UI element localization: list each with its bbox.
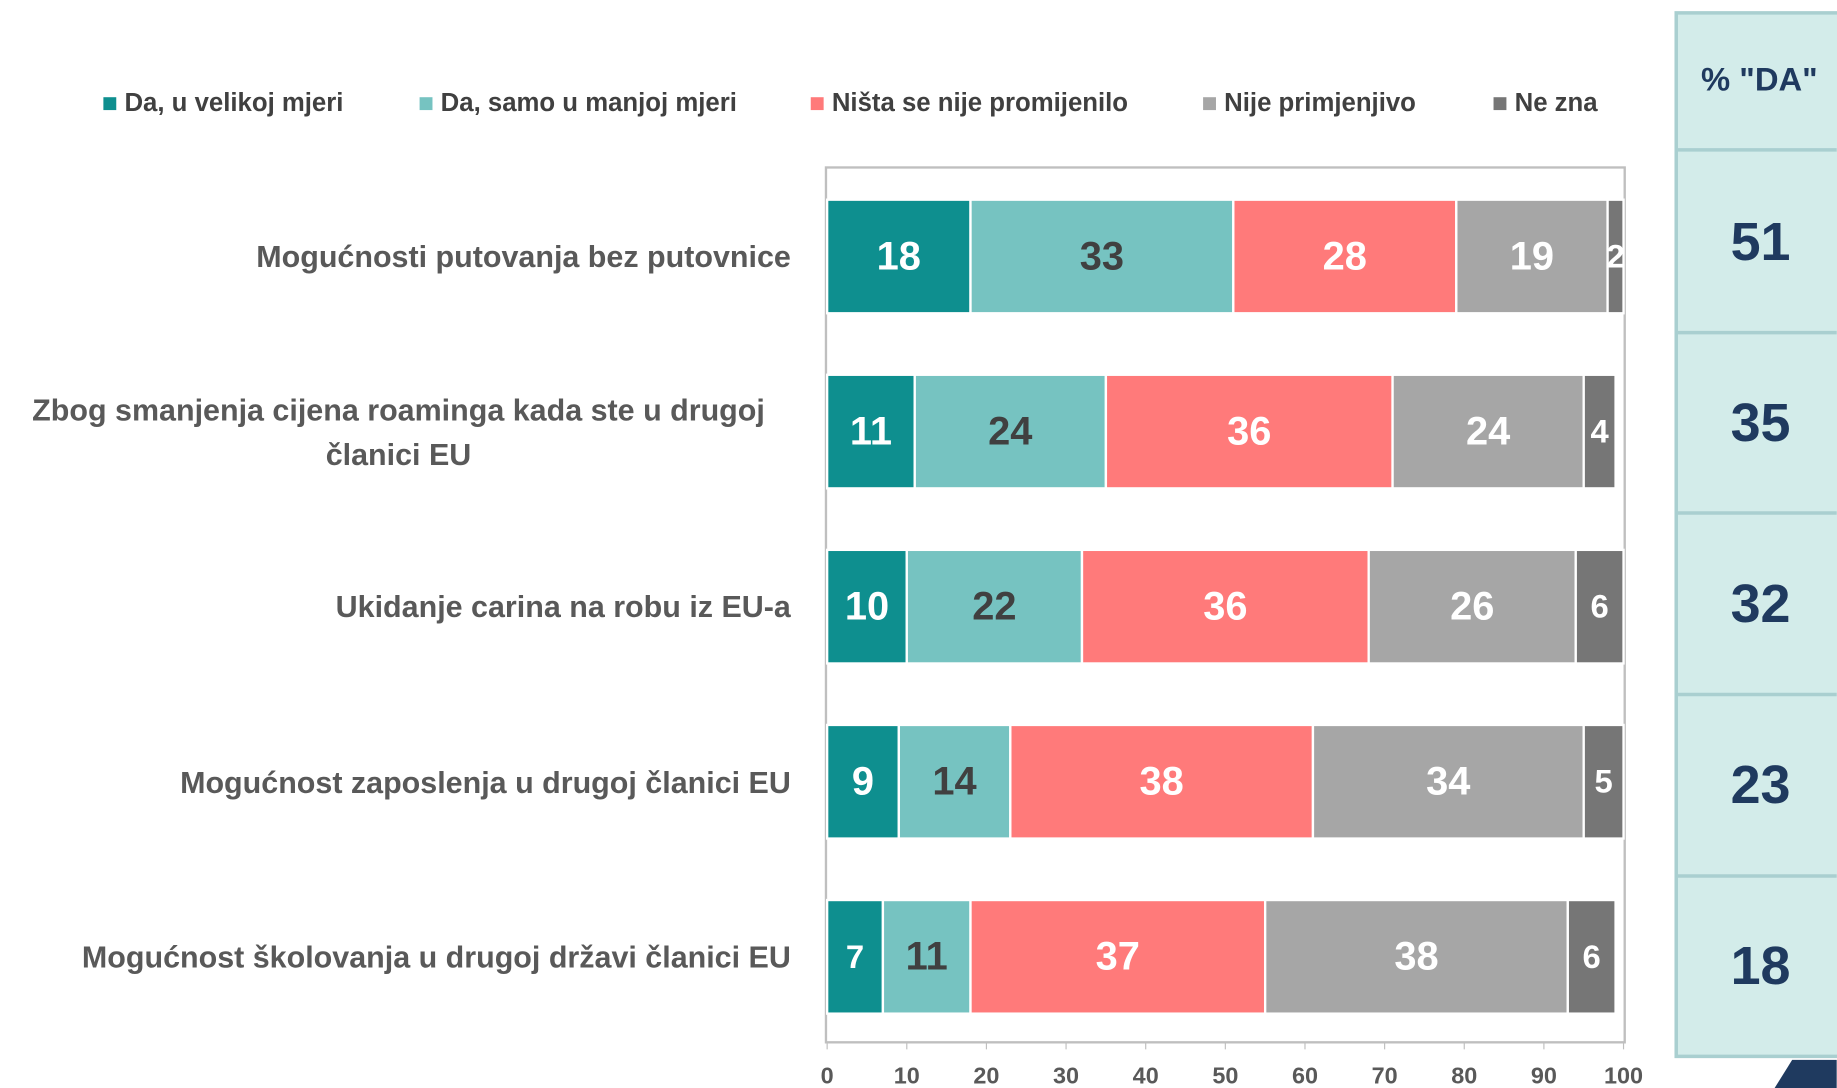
category-text: Mogućnost školovanja u drugoj državi čla…	[81, 939, 791, 975]
x-tick-label: 30	[1053, 1063, 1079, 1088]
bar-segment	[913, 373, 1108, 490]
value-label: 36	[1227, 409, 1271, 453]
x-tick-label: 60	[1292, 1063, 1318, 1088]
panel-value: 18	[1731, 936, 1791, 996]
value-label: 26	[1450, 585, 1494, 629]
legend-label: Ne zna	[1515, 89, 1599, 117]
legend-swatch	[810, 97, 824, 111]
legend-swatch	[103, 97, 117, 111]
bar-segment	[1232, 198, 1458, 315]
panel-value: 51	[1731, 212, 1791, 272]
bar-segment	[825, 198, 972, 315]
value-label: 28	[1323, 234, 1367, 278]
value-label: 33	[1080, 234, 1124, 278]
value-label: 7	[846, 938, 864, 975]
bar-segment	[825, 898, 885, 1015]
panel-value: 23	[1731, 755, 1791, 815]
value-label: 24	[988, 409, 1032, 453]
bar-segment	[1455, 198, 1609, 315]
legend-swatch	[1493, 97, 1507, 111]
category-text: Zbog smanjenja cijena roaminga kada ste …	[32, 391, 765, 472]
value-label: 37	[1096, 935, 1140, 979]
bar-segment	[825, 373, 916, 490]
value-label: 11	[906, 935, 948, 979]
value-label: 10	[845, 585, 889, 629]
category-text: Mogućnost zaposlenja u drugoj članici EU	[180, 764, 791, 800]
category-label: Mogućnost školovanja u drugoj državi čla…	[6, 898, 791, 1015]
bar-segment	[881, 898, 972, 1015]
bar-segment	[825, 548, 908, 665]
x-tick-label: 90	[1531, 1063, 1557, 1088]
x-tick-label: 80	[1451, 1063, 1477, 1088]
value-label: 6	[1591, 588, 1609, 625]
value-label: 4	[1591, 413, 1610, 450]
x-tick-label: 40	[1133, 1063, 1159, 1088]
x-tick-label: 0	[821, 1063, 834, 1088]
category-text: Ukidanje carina na robu iz EU-a	[335, 589, 791, 625]
bar-segment	[1606, 198, 1625, 315]
bar-segment	[1080, 548, 1370, 665]
bar-segment	[1582, 723, 1625, 840]
panel-title: % "DA"	[1701, 61, 1818, 98]
da-panel: % "DA"	[1674, 11, 1837, 1059]
bar-segment	[825, 723, 900, 840]
value-label: 19	[1510, 234, 1554, 278]
panel-value: 35	[1731, 393, 1791, 453]
panel-value: 32	[1731, 574, 1791, 634]
value-label: 9	[852, 760, 874, 804]
bar-segment	[1582, 373, 1617, 490]
value-label: 6	[1583, 938, 1601, 975]
bar-segment	[1566, 898, 1617, 1015]
bar-segment	[969, 198, 1235, 315]
category-box: Zbog smanjenja cijena roaminga kada ste …	[6, 373, 791, 490]
bar-segment	[1391, 373, 1585, 490]
legend-label: Nije primjenjivo	[1224, 89, 1416, 117]
bar-segment	[1311, 723, 1585, 840]
category-box: Ukidanje carina na robu iz EU-a	[6, 548, 791, 665]
value-label: 36	[1203, 585, 1247, 629]
value-label: 38	[1394, 935, 1438, 979]
category-label: Zbog smanjenja cijena roaminga kada ste …	[6, 373, 791, 490]
x-tick-label: 100	[1604, 1063, 1643, 1088]
value-label: 18	[877, 234, 921, 278]
bar-segment	[1367, 548, 1577, 665]
category-text: Mogućnosti putovanja bez putovnice	[256, 238, 791, 275]
value-label: 2	[1606, 237, 1624, 274]
bar-segment	[969, 898, 1267, 1015]
value-label: 38	[1139, 760, 1183, 804]
category-label: Ukidanje carina na robu iz EU-a	[6, 548, 791, 665]
bar-segment	[905, 548, 1084, 665]
category-label: Mogućnost zaposlenja u drugoj članici EU	[6, 723, 791, 840]
category-box: Mogućnost zaposlenja u drugoj članici EU	[6, 723, 791, 840]
x-tick-label: 50	[1212, 1063, 1238, 1088]
bar-segment	[1009, 723, 1315, 840]
legend-swatch	[1203, 97, 1216, 111]
legend-label: Da, u velikoj mjeri	[124, 89, 343, 117]
value-label: 14	[932, 760, 976, 804]
value-label: 34	[1426, 760, 1470, 804]
legend-label: Da, samo u manjoj mjeri	[441, 89, 737, 117]
category-box: Mogućnost školovanja u drugoj državi čla…	[6, 898, 791, 1015]
category-box: Mogućnosti putovanja bez putovnice	[6, 198, 791, 315]
bar-segment	[1104, 373, 1394, 490]
value-label: 11	[850, 409, 892, 453]
x-tick-label: 70	[1372, 1063, 1398, 1088]
corner-decoration	[1774, 1059, 1837, 1088]
legend-swatch	[419, 97, 433, 111]
legend-label: Ništa se nije promijenilo	[832, 89, 1128, 117]
category-label: Mogućnosti putovanja bez putovnice	[6, 198, 791, 315]
panel-bg	[1674, 11, 1837, 1059]
bar-segment	[1574, 548, 1625, 665]
value-label: 24	[1466, 409, 1510, 453]
x-tick-label: 10	[894, 1063, 920, 1088]
value-label: 5	[1595, 763, 1613, 800]
x-tick-label: 20	[973, 1063, 999, 1088]
value-label: 22	[972, 585, 1016, 629]
